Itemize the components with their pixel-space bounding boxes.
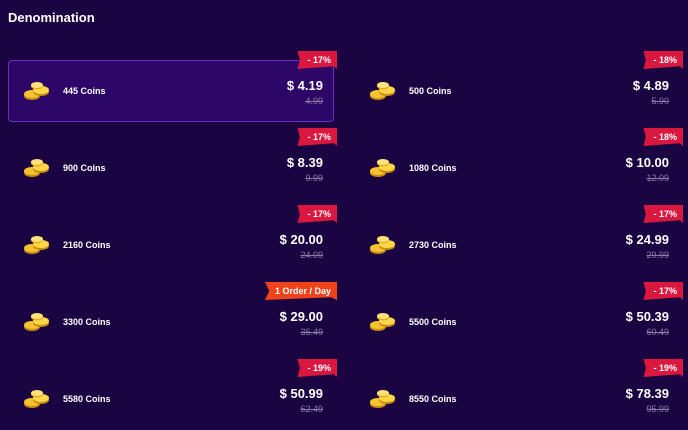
discount-badge: - 17%: [297, 51, 337, 69]
discount-badge: - 17%: [297, 128, 337, 146]
option-price: $ 29.00: [279, 309, 323, 324]
option-price: $ 4.19: [286, 78, 323, 93]
discount-badge: - 17%: [643, 205, 683, 223]
coins-icon: [369, 312, 397, 332]
coins-icon: [23, 235, 51, 255]
option-price: $ 4.89: [632, 78, 669, 93]
option-label: 3300 Coins: [63, 317, 111, 327]
option-label: 445 Coins: [63, 86, 106, 96]
option-original-price: 29.99: [646, 250, 669, 260]
denomination-option[interactable]: 5500 Coins $ 50.39 60.49 - 17%: [354, 282, 683, 353]
option-label: 2160 Coins: [63, 240, 111, 250]
coins-icon: [369, 158, 397, 178]
option-label: 5580 Coins: [63, 394, 111, 404]
discount-badge: 1 Order / Day: [264, 282, 337, 300]
denomination-option[interactable]: 3300 Coins $ 29.00 36.49 1 Order / Day: [8, 282, 337, 353]
coins-icon: [23, 389, 51, 409]
option-price: $ 24.99: [625, 232, 669, 247]
option-label: 900 Coins: [63, 163, 106, 173]
option-label: 500 Coins: [409, 86, 452, 96]
discount-badge: - 19%: [643, 359, 683, 377]
coins-icon: [23, 312, 51, 332]
option-original-price: 12.09: [646, 173, 669, 183]
option-price: $ 78.39: [625, 386, 669, 401]
option-price: $ 50.99: [279, 386, 323, 401]
denomination-option[interactable]: 900 Coins $ 8.39 9.99 - 17%: [8, 128, 337, 199]
denomination-option[interactable]: 2160 Coins $ 20.00 24.09 - 17%: [8, 205, 337, 276]
denomination-option[interactable]: 2730 Coins $ 24.99 29.99 - 17%: [354, 205, 683, 276]
section-title: Denomination: [8, 10, 95, 25]
option-price: $ 20.00: [279, 232, 323, 247]
coins-icon: [369, 235, 397, 255]
denomination-grid: 445 Coins $ 4.19 4.99 - 17% 500 Coins $ …: [8, 51, 683, 430]
option-price: $ 8.39: [286, 155, 323, 170]
option-label: 2730 Coins: [409, 240, 457, 250]
option-label: 5500 Coins: [409, 317, 457, 327]
discount-badge: - 18%: [643, 51, 683, 69]
denomination-option[interactable]: 1080 Coins $ 10.00 12.09 - 18%: [354, 128, 683, 199]
discount-badge: - 19%: [297, 359, 337, 377]
option-original-price: 95.99: [646, 404, 669, 414]
discount-badge: - 17%: [643, 282, 683, 300]
option-price: $ 50.39: [625, 309, 669, 324]
option-original-price: 9.99: [305, 173, 323, 183]
coins-icon: [23, 81, 51, 101]
coins-icon: [369, 81, 397, 101]
option-label: 8550 Coins: [409, 394, 457, 404]
coins-icon: [369, 389, 397, 409]
option-original-price: 24.09: [300, 250, 323, 260]
option-label: 1080 Coins: [409, 163, 457, 173]
denomination-option[interactable]: 5580 Coins $ 50.99 62.49 - 19%: [8, 359, 337, 430]
option-original-price: 36.49: [300, 327, 323, 337]
option-price: $ 10.00: [625, 155, 669, 170]
coins-icon: [23, 158, 51, 178]
denomination-option[interactable]: 8550 Coins $ 78.39 95.99 - 19%: [354, 359, 683, 430]
option-original-price: 4.99: [305, 96, 323, 106]
discount-badge: - 18%: [643, 128, 683, 146]
denomination-option[interactable]: 500 Coins $ 4.89 5.90 - 18%: [354, 51, 683, 122]
option-original-price: 62.49: [300, 404, 323, 414]
option-original-price: 60.49: [646, 327, 669, 337]
option-original-price: 5.90: [651, 96, 669, 106]
denomination-option[interactable]: 445 Coins $ 4.19 4.99 - 17%: [8, 51, 337, 122]
discount-badge: - 17%: [297, 205, 337, 223]
